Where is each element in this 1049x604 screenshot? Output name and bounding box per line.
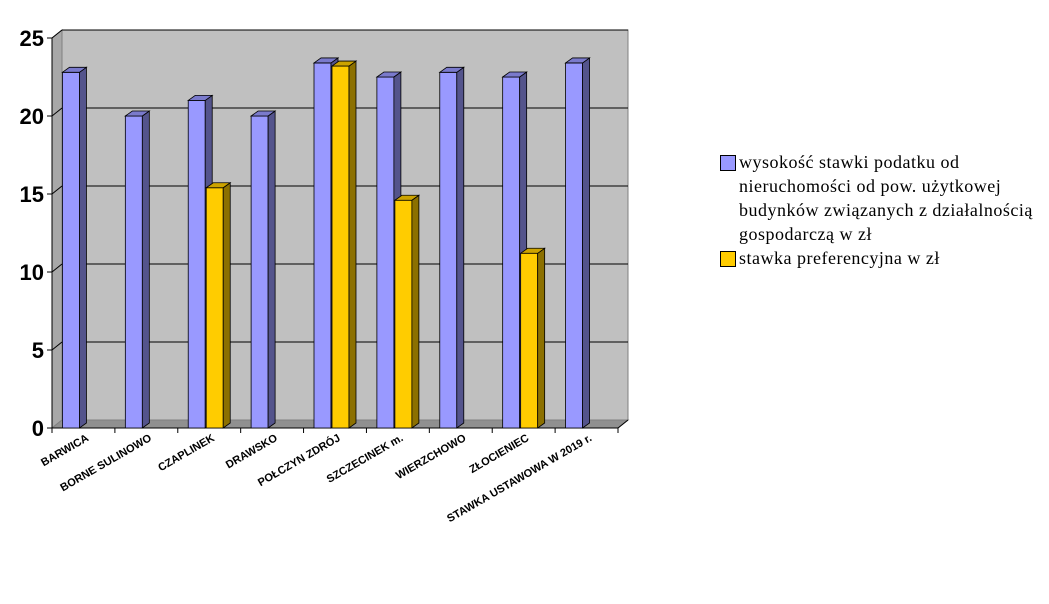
x-category-label: BARWICA	[39, 432, 91, 469]
gridline-side	[51, 341, 63, 351]
legend-swatch-series-2	[720, 251, 736, 267]
gridline-side	[51, 185, 63, 195]
y-tick-label: 25	[20, 26, 44, 51]
floor-edge	[617, 419, 629, 429]
bar-preferential-2	[204, 181, 232, 429]
bar-rate-6	[438, 66, 466, 429]
y-axis-ticks: 0 5 10 15 20 25	[20, 26, 52, 441]
bar-rate-8	[564, 57, 591, 429]
y-tick-label: 15	[20, 182, 44, 207]
bar-preferential-4	[330, 60, 358, 429]
x-category-label: CZAPLINEK	[156, 432, 217, 474]
legend-item-series-1[interactable]: wysokość stawki podatku od nieruchomości…	[720, 150, 1040, 246]
y-tick-label: 20	[20, 104, 44, 129]
y-tick-label: 10	[20, 260, 44, 285]
gridline-side	[51, 107, 63, 117]
y-tick-label: 5	[32, 338, 44, 363]
legend-swatch-series-1	[720, 155, 736, 171]
legend-label-series-2: stawka preferencyjna w zł	[739, 248, 940, 268]
bars	[61, 57, 591, 429]
x-category-label: ZŁOCIENIEC	[467, 432, 531, 476]
legend-label-series-1: wysokość stawki podatku od nieruchomości…	[739, 152, 1033, 244]
side-wall	[51, 28, 63, 430]
y-tick-label: 0	[32, 416, 44, 441]
bar-rate-3	[249, 110, 277, 429]
bar-rate-0	[61, 66, 88, 429]
legend-item-series-2[interactable]: stawka preferencyjna w zł	[720, 246, 1040, 270]
legend: wysokość stawki podatku od nieruchomości…	[720, 150, 1040, 270]
gridline-side	[51, 263, 63, 273]
bar-preferential-7	[519, 247, 546, 429]
bar-rate-1	[124, 110, 151, 429]
x-category-label: WIERZCHOWO	[394, 432, 469, 482]
gridline-side	[51, 29, 63, 39]
bar-preferential-5	[393, 194, 421, 429]
x-category-label: DRAWSKO	[224, 432, 280, 471]
